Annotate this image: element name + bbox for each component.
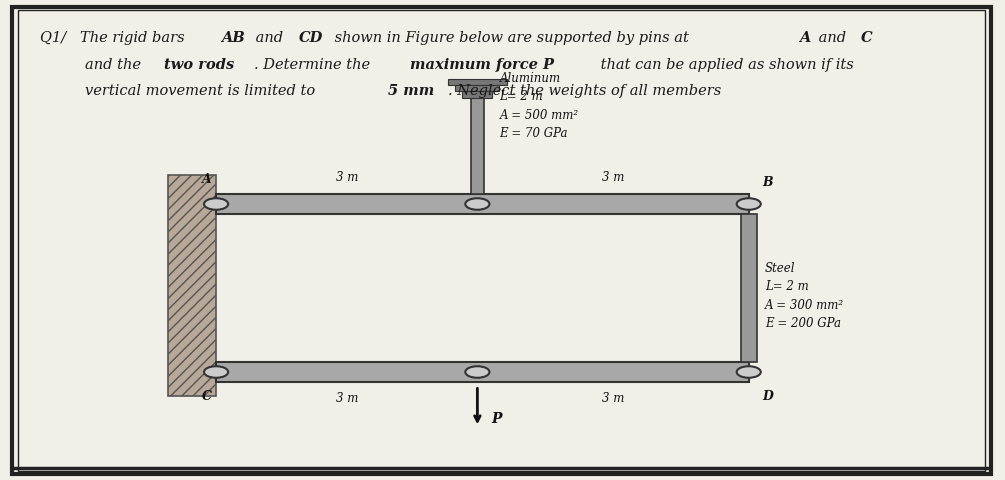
Text: 3 m: 3 m: [602, 392, 624, 405]
Text: and: and: [814, 31, 850, 45]
Text: . Determine the: . Determine the: [254, 58, 375, 72]
Bar: [455, 85, 499, 91]
Bar: [462, 91, 492, 98]
Text: vertical movement is limited to: vertical movement is limited to: [85, 84, 321, 98]
Text: P: P: [491, 411, 501, 426]
Text: The rigid bars: The rigid bars: [79, 31, 189, 45]
Text: CD: CD: [298, 31, 324, 45]
Text: 3 m: 3 m: [336, 171, 358, 184]
Circle shape: [737, 198, 761, 210]
Text: . Neglect the weights of all members: . Neglect the weights of all members: [448, 84, 722, 98]
Text: B: B: [763, 176, 774, 189]
Text: C: C: [861, 31, 873, 45]
Circle shape: [465, 198, 489, 210]
Bar: [448, 79, 507, 85]
Bar: [216, 362, 749, 382]
Text: AB: AB: [221, 31, 244, 45]
Text: shown in Figure below are supported by pins at: shown in Figure below are supported by p…: [331, 31, 693, 45]
Text: Aluminum
L= 2 m
A = 500 mm²
E = 70 GPa: Aluminum L= 2 m A = 500 mm² E = 70 GPa: [499, 72, 579, 141]
Bar: [168, 175, 216, 396]
Circle shape: [204, 198, 228, 210]
Circle shape: [465, 366, 489, 378]
Text: 5 mm: 5 mm: [388, 84, 434, 98]
Bar: [470, 98, 484, 194]
Text: maximum force P: maximum force P: [410, 58, 554, 72]
Text: A: A: [202, 173, 212, 186]
Text: two rods: two rods: [164, 58, 234, 72]
Text: A: A: [799, 31, 811, 45]
Circle shape: [737, 366, 761, 378]
Text: Steel
L= 2 m
A = 300 mm²
E = 200 GPa: Steel L= 2 m A = 300 mm² E = 200 GPa: [765, 262, 844, 330]
Text: and: and: [251, 31, 288, 45]
Text: and the: and the: [85, 58, 146, 72]
Bar: [216, 194, 749, 214]
Text: that can be applied as shown if its: that can be applied as shown if its: [596, 58, 853, 72]
Text: 3 m: 3 m: [602, 171, 624, 184]
Bar: [741, 214, 757, 362]
Text: 3 m: 3 m: [336, 392, 358, 405]
Text: C: C: [202, 390, 212, 403]
Text: Q1/: Q1/: [40, 31, 71, 45]
Text: D: D: [763, 390, 774, 403]
Circle shape: [204, 366, 228, 378]
